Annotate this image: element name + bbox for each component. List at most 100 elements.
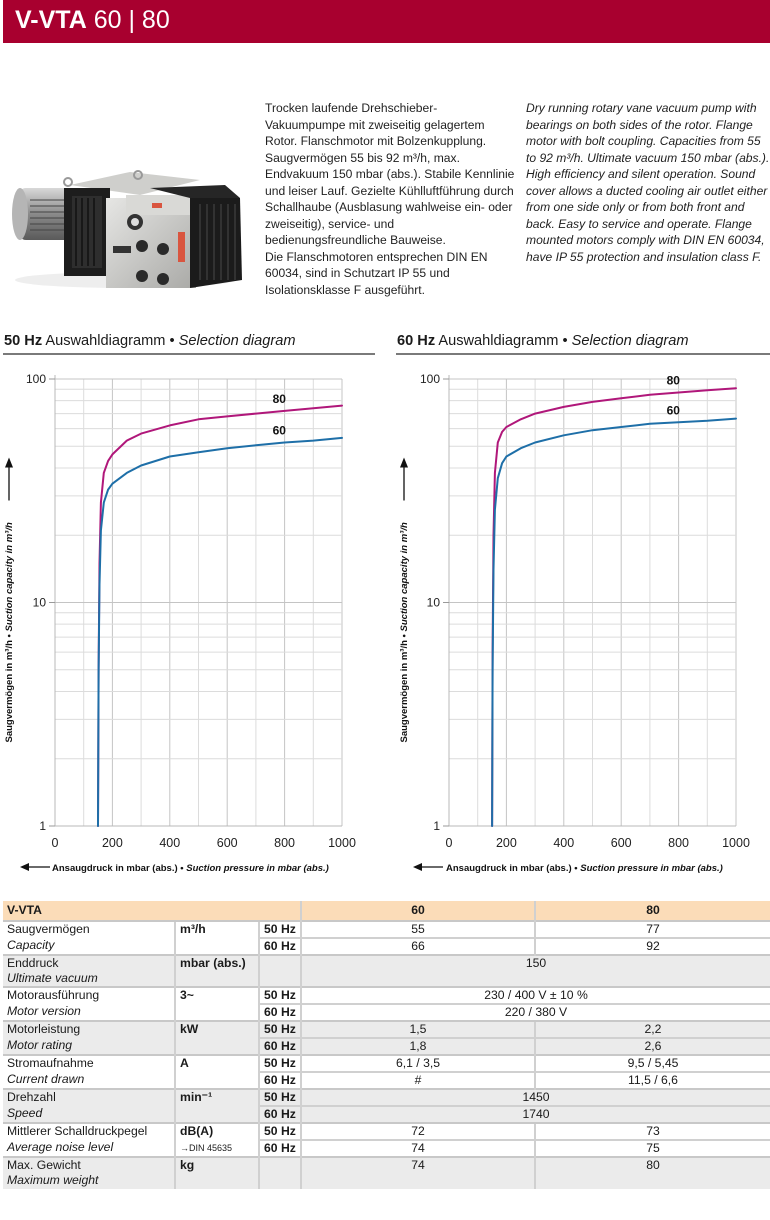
chart-60hz-title-freq: 60 Hz <box>397 333 436 349</box>
table-cell-value-80: 2,2 <box>534 1020 770 1038</box>
table-row-frequency: 60 Hz <box>258 1003 301 1021</box>
table-row-label-de: Motorleistung <box>3 1020 175 1038</box>
header-bar: V-VTA 60 | 80 <box>3 0 770 43</box>
table-cell-value-60: 55 <box>300 920 535 938</box>
table-row-unit-note <box>174 971 259 987</box>
table-row-unit: kW <box>174 1020 259 1038</box>
table-row: Max. Gewicht kg 74 80 <box>3 1156 770 1173</box>
table-row: Motorleistung kW 50 Hz 1,5 2,2 <box>3 1020 770 1038</box>
table-row-unit: min⁻¹ <box>174 1088 259 1106</box>
table-row: Capacity 60 Hz 66 92 <box>3 937 770 955</box>
table-row-frequency <box>258 971 301 987</box>
chart-50hz-y-axis-label: Saugvermögen in m³/h • Suction capacity … <box>4 522 15 742</box>
table-header-row: V-VTA 60 80 <box>3 901 770 921</box>
table-row-label-en: Motor version <box>7 1004 81 1018</box>
chart-50hz-x-tick-label: 200 <box>102 836 123 850</box>
chart-50hz-x-tick-label: 0 <box>52 836 59 850</box>
table-row-label-en: Current drawn <box>7 1072 85 1086</box>
table-cell-value-80: 11,5 / 6,6 <box>534 1071 770 1089</box>
chart-60hz-series-label-60: 60 <box>667 403 681 417</box>
table-row: Enddruck mbar (abs.) 150 <box>3 954 770 971</box>
chart-50hz-y-axis-label-en: Suction capacity in m³/h <box>4 522 15 631</box>
chart-60hz-x-tick-label: 1000 <box>722 836 750 850</box>
table-row-label-de: Stromaufnahme <box>3 1054 175 1072</box>
table-row-label-en: Speed <box>3 1106 175 1123</box>
chart-50hz-y-arrow-head-icon <box>5 457 13 468</box>
chart-60hz-series-label-80: 80 <box>667 374 681 388</box>
chart-50hz-x-arrow-head-icon <box>20 863 29 871</box>
table-cell-value-60: 74 <box>300 1156 535 1173</box>
description-english: Dry running rotary vane vacuum pump with… <box>526 101 770 264</box>
table-row-unit-note: →DIN 45635 <box>174 1140 259 1157</box>
table-row-label-en: Capacity <box>7 938 55 952</box>
table-cell-value-80: 92 <box>534 937 770 955</box>
table-cell-value: 220 / 380 V <box>300 1003 770 1021</box>
table-row: Average noise level →DIN 45635 60 Hz 74 75 <box>3 1139 770 1157</box>
table-cell-value-60 <box>300 1173 535 1189</box>
chart-60hz-title-de: Auswahldiagramm <box>438 333 559 349</box>
table-row-label-de: Max. Gewicht <box>3 1156 175 1173</box>
table-row-label-de: Saugvermögen <box>3 920 175 938</box>
chart-60hz-x-tick-label: 400 <box>553 836 574 850</box>
chart-60hz-y-axis-label: Saugvermögen in m³/h • Suction capacity … <box>399 522 410 742</box>
table-row-frequency: 50 Hz <box>258 1122 301 1140</box>
table-row-frequency: 60 Hz <box>258 1071 301 1089</box>
table-row-unit-note <box>174 1038 259 1055</box>
table-cell-value-60: # <box>300 1071 535 1089</box>
table-row-label-de: Enddruck <box>3 954 175 971</box>
chart-60hz-series-60 <box>491 417 737 827</box>
chart-50hz-x-axis-label-en: Suction pressure in mbar (abs.) <box>186 863 329 874</box>
chart-50hz-x-tick-label: 600 <box>217 836 238 850</box>
chart-60hz-y-tick-label: 100 <box>420 372 440 386</box>
table-row-frequency: 50 Hz <box>258 1088 301 1106</box>
table-row: Stromaufnahme A 50 Hz 6,1 / 3,5 9,5 / 5,45 <box>3 1054 770 1072</box>
table-row-frequency: 60 Hz <box>258 937 301 955</box>
table-row-frequency: 60 Hz <box>258 1139 301 1157</box>
chart-60hz-x-tick-label: 0 <box>446 836 453 850</box>
table-row-label-en: Ultimate vacuum <box>3 971 175 987</box>
table-row-frequency: 60 Hz <box>258 1037 301 1055</box>
table-row: Maximum weight <box>3 1173 770 1189</box>
table-cell-value-80: 80 <box>534 1156 770 1173</box>
table-row: Motor version 60 Hz 220 / 380 V <box>3 1003 770 1021</box>
chart-60hz-y-tick-label: 1 <box>433 819 440 833</box>
chart-60hz-title-en: Selection diagram <box>571 333 689 349</box>
chart-60hz-title: 60 Hz Auswahldiagramm • Selection diagra… <box>397 333 688 353</box>
chart-60hz-y-axis-label-en: Suction capacity in m³/h <box>399 522 410 631</box>
spec-table: V-VTA 60 80 Saugvermögen m³/h 50 Hz 55 77 Capaci… <box>3 901 770 1189</box>
table-cell-value-80: 2,6 <box>534 1037 770 1055</box>
table-cell-value-80: 73 <box>534 1122 770 1140</box>
chart-60hz-title-sep: • <box>562 333 568 349</box>
chart-50hz-title: 50 Hz Auswahldiagramm • Selection diagra… <box>4 333 295 353</box>
table-cell-value-80: 77 <box>534 920 770 938</box>
table-cell-value: 150 <box>300 954 770 971</box>
table-row-label-de: Drehzahl <box>3 1088 175 1106</box>
table-row-unit: A <box>174 1054 259 1072</box>
table-cell-value-60: 72 <box>300 1122 535 1140</box>
table-cell-value: 1450 <box>300 1088 770 1106</box>
table-cell-value: 230 / 400 V ± 10 % <box>300 986 770 1004</box>
chart-50hz-x-tick-label: 400 <box>159 836 180 850</box>
table-header-label: V-VTA <box>3 901 301 921</box>
table-row-unit: 3~ <box>174 986 259 1004</box>
table-cell-value-60: 66 <box>300 937 535 955</box>
table-row-frequency: 50 Hz <box>258 1020 301 1038</box>
chart-60hz-x-axis-label-en: Suction pressure in mbar (abs.) <box>580 863 723 874</box>
table-cell-value-80: 9,5 / 5,45 <box>534 1054 770 1072</box>
table-header-col-60: 60 <box>300 901 535 921</box>
chart-60hz-x-axis-label-de: Ansaugdruck in mbar (abs.) • <box>446 863 580 874</box>
chart-50hz-title-sep: • <box>169 333 175 349</box>
chart-50hz-series-label-60: 60 <box>273 423 287 437</box>
table-row: Motorausführung 3~ 50 Hz 230 / 400 V ± 10 % <box>3 986 770 1004</box>
table-row: Current drawn 60 Hz #11,5 / 6,6 <box>3 1071 770 1089</box>
table-row: Drehzahl min⁻¹ 50 Hz 1450 <box>3 1088 770 1106</box>
chart-60hz-x-tick-label: 600 <box>611 836 632 850</box>
table-row-unit: m³/h <box>174 920 259 938</box>
table-row-unit-note <box>174 1004 259 1021</box>
chart-50hz-y-tick-label: 100 <box>26 372 46 386</box>
chart-60hz-x-arrow-head-icon <box>413 863 422 871</box>
din-reference: →DIN 45635 <box>180 1143 233 1153</box>
table-cell-value <box>300 971 770 987</box>
table-row-unit: kg <box>174 1156 259 1173</box>
table-row-unit: dB(A) <box>174 1122 259 1140</box>
